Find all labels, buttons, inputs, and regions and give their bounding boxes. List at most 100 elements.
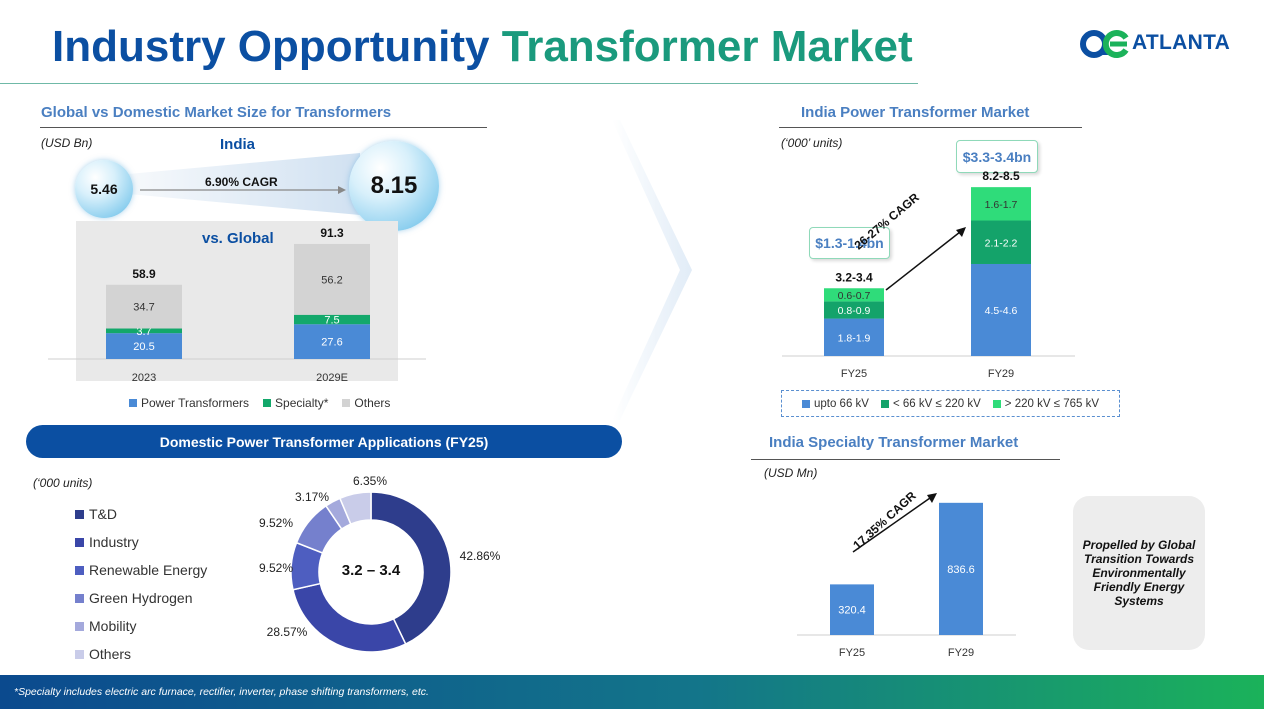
bar-segment — [971, 220, 1031, 264]
legend-swatch — [992, 399, 1001, 408]
title-part1: Industry Opportunity — [52, 22, 490, 71]
x-tick-label: FY29 — [948, 647, 974, 659]
specialty-market-rule — [751, 459, 1060, 460]
atlanta-logo-icon — [1080, 30, 1129, 58]
cagr-arrow-line — [885, 231, 961, 291]
legend-swatch — [75, 509, 84, 519]
data-label: 7.5 — [324, 314, 339, 326]
legend-label: Industry — [89, 534, 139, 550]
applications-unit: (‘000 units) — [33, 476, 93, 490]
legend-swatch — [75, 621, 84, 631]
legend-swatch — [342, 399, 351, 407]
data-label: 56.2 — [321, 274, 342, 286]
bar — [939, 502, 983, 635]
data-label: 34.7 — [133, 302, 154, 314]
bar-segment — [971, 263, 1031, 356]
legend-specialty: Specialty* — [263, 396, 328, 410]
bar-segment — [971, 187, 1031, 221]
data-label: 20.5 — [133, 341, 154, 353]
logo-text: ATLANTA — [1132, 31, 1231, 54]
legend-swatch — [75, 565, 84, 575]
bar — [830, 584, 874, 635]
total-label: 8.2-8.5 — [982, 169, 1020, 183]
india-cagr-label: 6.90% CAGR — [205, 175, 278, 189]
bar-segment — [824, 301, 884, 319]
data-label: 0.6-0.7 — [838, 290, 871, 302]
total-label: 3.2-3.4 — [835, 270, 873, 284]
legend-swatch — [880, 399, 889, 408]
global-domestic-unit: (USD Bn) — [41, 136, 93, 150]
fy29-value-callout: $3.3-3.4bn — [956, 140, 1038, 173]
bar-segment — [294, 243, 370, 315]
bar-segment — [824, 318, 884, 356]
data-label: 0.8-0.9 — [838, 305, 871, 317]
total-label: 58.9 — [132, 267, 156, 281]
bar-segment — [294, 314, 370, 325]
india-label: India — [220, 136, 256, 153]
data-label: 4.5-4.6 — [985, 305, 1018, 317]
legend-label: Renewable Energy — [89, 562, 208, 578]
slice-label: 6.35% — [353, 474, 387, 488]
legend-others: Others — [342, 396, 390, 410]
india-start-bubble: 5.46 — [75, 160, 133, 218]
x-tick-label: FY25 — [839, 647, 865, 659]
data-label: 1.6-1.7 — [985, 199, 1018, 211]
x-tick-label: FY25 — [841, 368, 867, 380]
bar-segment — [106, 328, 182, 334]
legend-swatch — [801, 399, 810, 408]
legend-label: Power Transformers — [141, 396, 250, 410]
slice-label: 28.57% — [267, 625, 308, 639]
power-market-unit: (‘000’ units) — [781, 136, 843, 150]
slice-label: 9.52% — [259, 561, 293, 575]
legend-power: Power Transformers — [129, 396, 249, 410]
data-label: 2.1-2.2 — [985, 237, 1018, 249]
slice-label: 9.52% — [259, 516, 293, 530]
slice-label: 42.86% — [460, 549, 501, 563]
global-chart-legend: Power Transformers Specialty* Others — [129, 396, 390, 410]
legend-label: T&D — [89, 506, 117, 522]
legend-item: Industry — [75, 528, 207, 556]
bar-segment — [824, 288, 884, 302]
applications-legend: T&D Industry Renewable Energy Green Hydr… — [75, 500, 207, 668]
bar-segment — [106, 284, 182, 329]
global-label: vs. Global — [202, 230, 274, 247]
india-end-bubble: 8.15 — [349, 141, 439, 231]
power-market-rule — [779, 127, 1082, 128]
page-title: Industry Opportunity Transformer Market — [52, 22, 913, 72]
fy25-value-callout: $1.3-1.4bn — [809, 227, 890, 259]
cagr-arrow-head — [927, 493, 937, 503]
specialty-market-title: India Specialty Transformer Market — [769, 434, 1019, 451]
specialty-driver-note: Propelled by Global Transition Towards E… — [1073, 496, 1205, 650]
legend-upto66: upto 66 kV — [801, 397, 869, 410]
legend-label: Others — [89, 646, 132, 662]
x-tick-label: 2023 — [132, 372, 156, 384]
legend-label: upto 66 kV — [813, 397, 869, 410]
data-label: 27.6 — [321, 337, 342, 349]
x-tick-label: FY29 — [988, 368, 1014, 380]
atlanta-logo: ATLANTA — [1080, 28, 1236, 60]
bar-segment — [294, 324, 370, 359]
legend-item: Others — [75, 640, 207, 668]
footer-note: *Specialty includes electric arc furnace… — [0, 675, 1264, 709]
slice-label: 3.17% — [295, 490, 329, 504]
title-divider — [0, 83, 918, 84]
cagr-arrow-head — [956, 227, 966, 237]
legend-swatch — [263, 399, 272, 407]
specialty-market-unit: (USD Mn) — [764, 466, 818, 480]
legend-swatch — [75, 649, 84, 659]
total-label: 91.3 — [320, 226, 344, 240]
legend-label: Others — [354, 396, 391, 410]
power-market-title: India Power Transformer Market — [801, 104, 1030, 121]
legend-swatch — [75, 593, 84, 603]
legend-label: Mobility — [89, 618, 137, 634]
legend-label: Green Hydrogen — [89, 590, 193, 606]
donut-center-label: 3.2 – 3.4 — [341, 562, 401, 579]
applications-banner: Domestic Power Transformer Applications … — [26, 425, 622, 458]
legend-item: Green Hydrogen — [75, 584, 207, 612]
donut-slice — [338, 491, 372, 526]
legend-mid-kv: < 66 kV ≤ 220 kV — [880, 398, 981, 410]
legend-item: Renewable Energy — [75, 556, 207, 584]
data-label: 3.7 — [136, 326, 151, 338]
